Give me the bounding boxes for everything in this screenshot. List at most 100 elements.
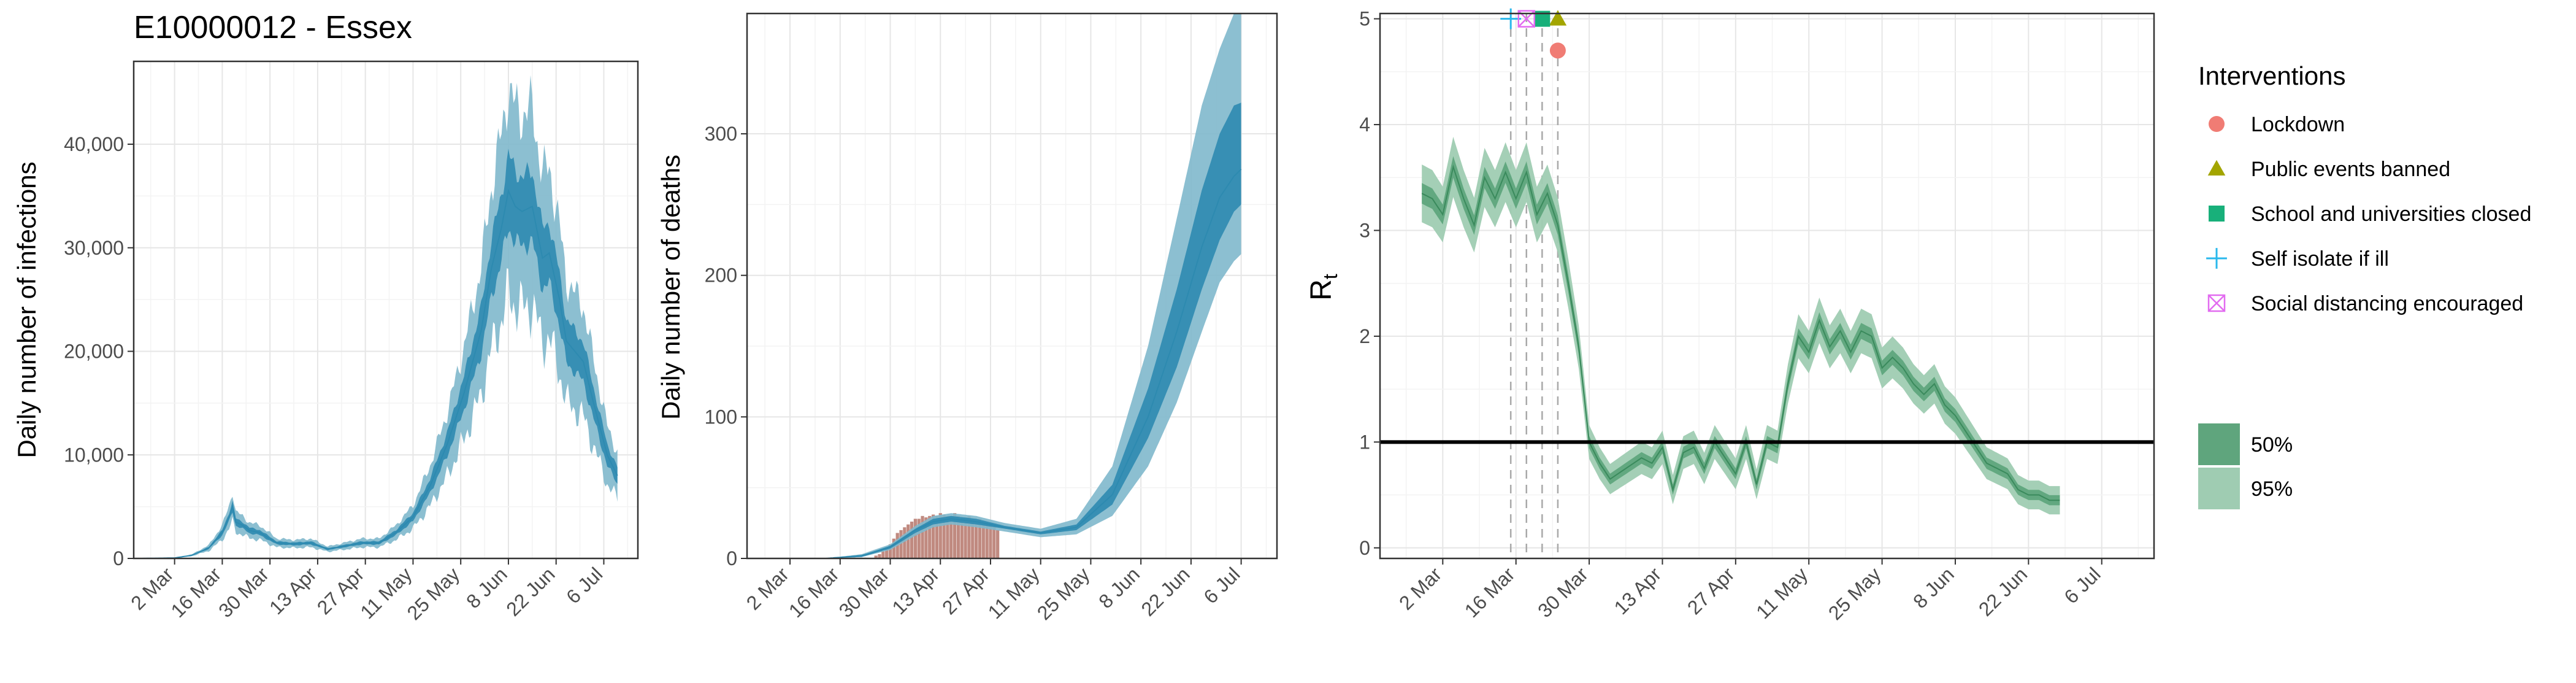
deaths-x-tick-label: 25 May — [1033, 563, 1094, 624]
rt-y-tick-label: 2 — [1359, 325, 1370, 347]
legend: Interventions Lockdown Public events bann… — [2198, 61, 2531, 509]
infections-median — [140, 188, 618, 559]
rt-x-tick-label: 30 Mar — [1533, 563, 1592, 622]
rt-x-tick-label: 8 Jun — [1909, 563, 1958, 612]
deaths-observed-bar — [967, 515, 971, 558]
legend-items: Lockdown Public events banned School and u… — [2206, 113, 2531, 315]
rt-y-tick-label: 5 — [1359, 8, 1370, 30]
rt-x-tick-label: 13 Apr — [1610, 563, 1666, 619]
infections-y-axis-label: Daily number of infections — [12, 161, 41, 458]
deaths-observed-bar — [981, 523, 985, 558]
rt-intervention-lines — [1509, 14, 1559, 558]
deaths-observed-bar — [913, 519, 918, 558]
infections-x-tick-label: 25 May — [402, 563, 464, 624]
deaths-observed-bar — [931, 514, 935, 558]
rt-intervention-marker — [1549, 42, 1566, 59]
infections-x-tick-label: 30 Mar — [214, 563, 273, 622]
legend-key — [2206, 248, 2227, 269]
rt-y-axis-label: Rt — [1305, 274, 1341, 301]
deaths-band50 — [754, 102, 1241, 559]
rt-y-tick-label: 3 — [1359, 219, 1370, 241]
infections-median-line — [140, 188, 618, 559]
rt-y-ticks: 0 1 2 3 4 5 — [1359, 8, 1380, 559]
rt-intervention-markers — [1500, 8, 1567, 59]
legend-key — [2207, 294, 2226, 312]
deaths-observed-bar — [953, 513, 957, 558]
rt-x-tick-label: 25 May — [1824, 563, 1885, 624]
deaths-observed-bar — [978, 519, 982, 558]
infections-y-tick-label: 0 — [113, 547, 124, 569]
deaths-observed-bar — [917, 519, 921, 558]
deaths-observed-bar — [971, 520, 975, 558]
rt-x-tick-label: 16 Mar — [1460, 563, 1519, 622]
deaths-observed-bar — [903, 527, 907, 558]
deaths-observed-bar — [949, 517, 953, 558]
rt-y-axis-label-sub: t — [1319, 274, 1341, 279]
deaths-x-tick-label: 30 Mar — [835, 563, 894, 622]
legend-key — [2209, 206, 2225, 222]
legend-ci-swatch — [2198, 423, 2240, 465]
infections-x-tick-label: 13 Apr — [265, 563, 321, 619]
rt-grid — [1380, 14, 2154, 558]
legend-key — [2209, 116, 2225, 132]
legend-ci-items: 50% 95% — [2198, 423, 2293, 509]
rt-median — [1421, 164, 2060, 501]
deaths-observed-bar — [985, 524, 989, 558]
rt-band50 — [1422, 156, 2060, 506]
rt-x-ticks: 2 Mar 16 Mar 30 Mar 13 Apr 27 Apr 11 May 25 Ma… — [1395, 558, 2105, 624]
infections-y-tick-label: 10,000 — [64, 444, 124, 466]
deaths-x-tick-label: 16 Mar — [784, 563, 843, 622]
infections-y-tick-label: 40,000 — [64, 133, 124, 155]
deaths-observed-bar — [946, 515, 949, 558]
deaths-median — [754, 168, 1242, 559]
infections-band50 — [140, 149, 618, 558]
rt-intervention-marker — [1500, 8, 1522, 29]
rt-y-axis-label-main: R — [1305, 279, 1338, 301]
deaths-observed-bar — [924, 517, 928, 558]
legend-title: Interventions — [2198, 61, 2345, 90]
deaths-observed-bars — [874, 513, 1000, 558]
deaths-observed-bar — [888, 544, 892, 558]
rt-y-tick-label: 0 — [1359, 537, 1370, 559]
deaths-y-axis-label: Daily number of deaths — [656, 155, 685, 420]
deaths-observed-bar — [964, 517, 967, 558]
deaths-observed-bar — [960, 519, 964, 558]
infections-x-tick-label: 22 Jun — [502, 563, 559, 620]
legend-item-label: Lockdown — [2251, 113, 2345, 136]
rt-x-tick-label: 22 Jun — [1974, 563, 2031, 620]
deaths-plot-border — [746, 12, 1278, 560]
legend-ci-swatch — [2198, 468, 2240, 509]
deaths-observed-bar — [928, 515, 932, 558]
deaths-observed-bar — [878, 554, 881, 558]
panel-rt: 2 Mar 16 Mar 30 Mar 13 Apr 27 Apr 11 May 25 Ma… — [1305, 8, 2155, 624]
infections-x-tick-label: 16 Mar — [166, 563, 225, 622]
deaths-observed-bar — [956, 515, 960, 558]
infections-ci50-area — [140, 149, 618, 558]
rt-x-tick-label: 6 Jul — [2060, 563, 2104, 608]
deaths-band95 — [754, 14, 1241, 558]
infections-y-tick-label: 30,000 — [64, 237, 124, 259]
legend-item-label: Self isolate if ill — [2251, 247, 2389, 271]
legend-ci-label: 95% — [2251, 477, 2293, 501]
deaths-observed-bar — [996, 530, 1000, 558]
infections-x-tick-label: 6 Jul — [562, 563, 607, 608]
infections-ci95-area — [140, 75, 618, 558]
deaths-observed-bar — [935, 515, 939, 558]
deaths-ci50-area — [754, 102, 1241, 559]
rt-plot-border — [1379, 12, 2155, 560]
deaths-median-line — [754, 168, 1242, 559]
deaths-observed-bar — [938, 513, 942, 558]
rt-x-tick-label: 27 Apr — [1683, 563, 1739, 619]
deaths-observed-bar — [974, 522, 978, 558]
legend-key — [2207, 160, 2226, 176]
deaths-y-tick-label: 200 — [705, 264, 737, 287]
rt-x-tick-label: 2 Mar — [1395, 563, 1446, 614]
deaths-y-tick-label: 300 — [705, 123, 737, 145]
legend-item-label: Social distancing encouraged — [2251, 292, 2523, 315]
deaths-observed-bar — [921, 515, 924, 558]
chart-title: E10000012 - Essex — [134, 10, 412, 45]
deaths-ci95-area — [754, 14, 1241, 558]
deaths-y-tick-label: 0 — [726, 547, 737, 569]
